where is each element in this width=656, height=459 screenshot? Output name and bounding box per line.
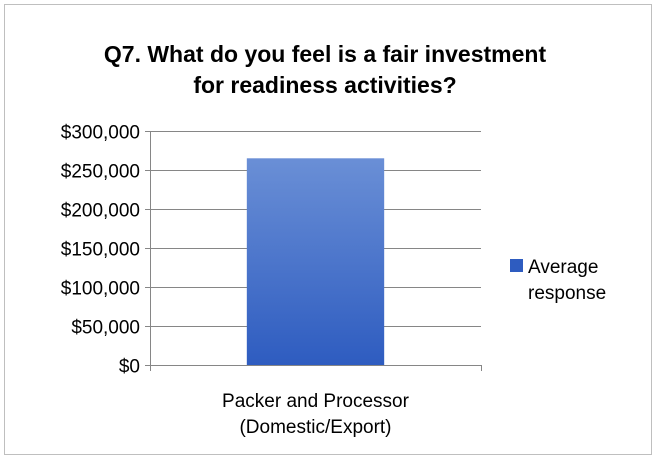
y-tick-label: $150,000 xyxy=(61,240,140,261)
y-tick-label: $0 xyxy=(119,357,140,378)
chart-title-line-2: for readiness activities? xyxy=(193,72,457,98)
bar xyxy=(246,158,385,365)
y-tick-label: $300,000 xyxy=(61,123,140,144)
legend-swatch xyxy=(510,259,523,272)
legend-label: Average xyxy=(528,257,598,278)
bars xyxy=(246,158,385,365)
y-tick-label: $250,000 xyxy=(61,162,140,183)
y-tick-label: $200,000 xyxy=(61,201,140,222)
chart-title-line-1: Q7. What do you feel is a fair investmen… xyxy=(103,41,547,67)
x-category-label: Packer and Processor xyxy=(222,391,410,412)
x-axis-category-labels: Packer and Processor (Domestic/Export) xyxy=(222,391,410,438)
legend: Average response xyxy=(510,257,606,304)
x-category-label: (Domestic/Export) xyxy=(239,417,391,438)
legend-label: response xyxy=(528,283,606,304)
y-axis-tick-labels: $0 $50,000 $100,000 $150,000 $200,000 $250,00… xyxy=(61,123,140,378)
x-axis xyxy=(150,131,482,371)
chart-title: Q7. What do you feel is a fair investmen… xyxy=(5,39,645,101)
y-tick-label: $50,000 xyxy=(71,318,140,339)
y-tick-label: $100,000 xyxy=(61,279,140,300)
